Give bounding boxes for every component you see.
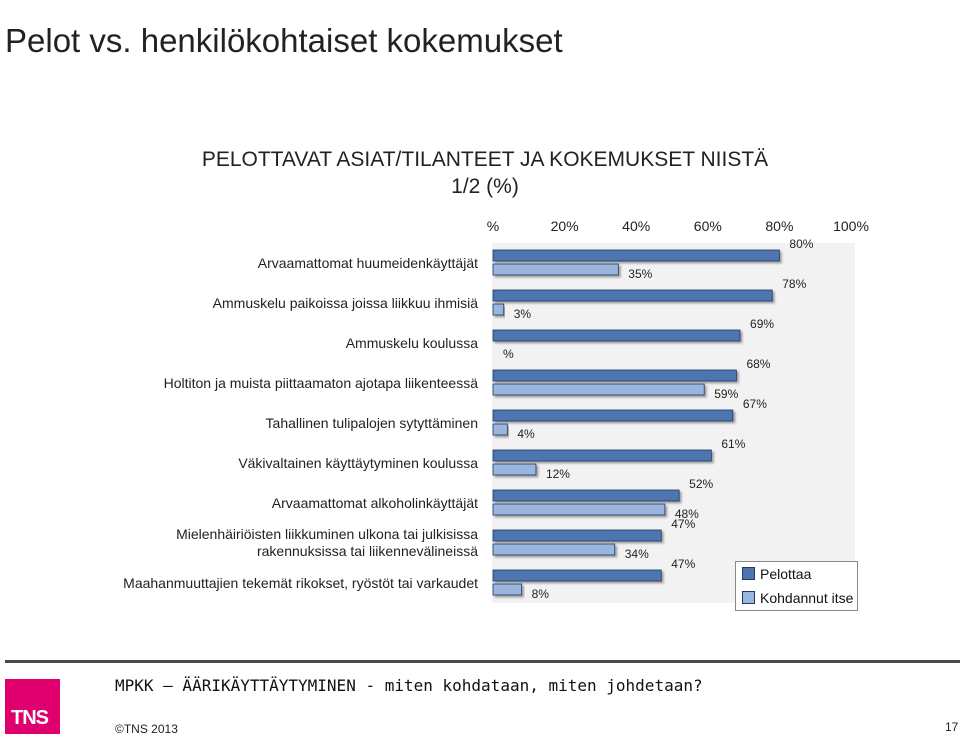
data-label-kohdannut-itse: 3% (513, 307, 532, 321)
legend: Pelottaa Kohdannut itse (735, 561, 858, 611)
data-label-kohdannut-itse: 12% (545, 467, 570, 481)
category-label-line: Maahanmuuttajien tekemät rikokset, ryöst… (123, 574, 478, 591)
data-label-kohdannut-itse: 48% (674, 507, 699, 521)
x-tick-label: 100% (833, 218, 869, 234)
bar-pelottaa (492, 329, 741, 342)
category-label-line: Tahallinen tulipalojen sytyttäminen (265, 414, 478, 431)
category-label: Ammuskelu paikoissa joissa liikkuu ihmis… (58, 295, 478, 312)
data-label-kohdannut-itse: 59% (714, 387, 739, 401)
data-label-kohdannut-itse: 8% (531, 587, 549, 601)
category-label: Holtiton ja muista piittaamaton ajotapa … (58, 375, 478, 392)
legend-item-pelottaa: Pelottaa (742, 566, 811, 582)
category-label-line: Ammuskelu paikoissa joissa liikkuu ihmis… (212, 294, 478, 311)
bar-kohdannut-itse (492, 503, 666, 516)
bar-pelottaa (492, 569, 662, 582)
logo-text: TNS (11, 707, 49, 729)
category-label-line: Mielenhäiriöisten liikkuminen ulkona tai… (176, 526, 478, 542)
bar-pelottaa (492, 529, 662, 542)
category-label: Mielenhäiriöisten liikkuminen ulkona tai… (58, 526, 478, 560)
legend-swatch-pelottaa (742, 567, 755, 580)
category-label: Arvaamattomat alkoholinkäyttäjät (58, 495, 478, 512)
tns-logo: TNS (5, 679, 60, 734)
chart-title-line-1: PELOTTAVAT ASIAT/TILANTEET JA KOKEMUKSET… (201, 148, 769, 171)
x-tick-label: 40% (622, 218, 651, 234)
x-tick-label: % (486, 218, 500, 234)
category-label-line: Holtiton ja muista piittaamaton ajotapa … (163, 374, 478, 391)
copyright: ©TNS 2013 (115, 722, 178, 736)
data-label-kohdannut-itse: 4% (517, 427, 535, 441)
category-label-line: Arvaamattomat alkoholinkäyttäjät (271, 494, 478, 511)
bar-pelottaa (492, 449, 712, 462)
category-label-line: Arvaamattomat huumeidenkäyttäjät (257, 254, 478, 271)
legend-label-pelottaa: Pelottaa (760, 566, 812, 582)
category-label: Väkivaltainen käyttäytyminen koulussa (58, 455, 478, 472)
bar-kohdannut-itse (492, 543, 616, 556)
chart-title-line-2: 1/2 (%) (451, 175, 519, 198)
bar-kohdannut-itse (492, 463, 537, 476)
bar-kohdannut-itse (492, 583, 523, 596)
data-label-pelottaa: 52% (689, 477, 714, 491)
data-label-pelottaa: 80% (789, 237, 814, 251)
category-label: Arvaamattomat huumeidenkäyttäjät (58, 255, 478, 272)
x-tick-label: 80% (765, 218, 794, 234)
footer-divider (5, 660, 960, 663)
bar-kohdannut-itse (492, 383, 705, 396)
bar-kohdannut-itse (492, 303, 505, 316)
data-label-pelottaa: 67% (742, 397, 767, 411)
page-number: 17 (945, 720, 959, 734)
data-label-pelottaa: 78% (782, 277, 807, 291)
x-tick-label: 60% (693, 218, 722, 234)
legend-label-kohdannut-itse: Kohdannut itse (760, 590, 854, 606)
bar-pelottaa (492, 289, 773, 302)
category-label-line: Ammuskelu koulussa (345, 334, 478, 351)
category-label: Ammuskelu koulussa (58, 335, 478, 352)
data-label-kohdannut-itse: 35% (628, 267, 653, 281)
data-label-pelottaa: 47% (671, 557, 696, 571)
bar-pelottaa (492, 249, 780, 262)
bar-pelottaa (492, 489, 680, 502)
chart-title: PELOTTAVAT ASIAT/TILANTEET JA KOKEMUKSET… (130, 146, 840, 200)
plot-background (492, 243, 855, 603)
category-label-line: rakennuksissa tai liikennevälineissä (256, 543, 478, 559)
bar-kohdannut-itse (492, 263, 619, 276)
data-label-kohdannut-itse: 34% (624, 547, 649, 561)
data-label-pelottaa: 61% (721, 437, 746, 451)
data-label-pelottaa: 47% (671, 517, 696, 531)
data-label-kohdannut-itse: % (503, 347, 514, 361)
bar-pelottaa (492, 369, 737, 382)
footer-title: MPKK – ÄÄRIKÄYTTÄYTYMINEN - miten kohdat… (115, 676, 703, 695)
category-label: Maahanmuuttajien tekemät rikokset, ryöst… (58, 575, 478, 592)
x-tick-label: 20% (550, 218, 579, 234)
data-label-pelottaa: 69% (750, 317, 775, 331)
legend-swatch-kohdannut-itse (742, 591, 755, 604)
category-label-line: Väkivaltainen käyttäytyminen koulussa (238, 454, 478, 471)
legend-item-kohdannut-itse: Kohdannut itse (742, 590, 853, 606)
bar-kohdannut-itse (492, 423, 508, 436)
data-label-pelottaa: 68% (746, 357, 771, 371)
slide-title: Pelot vs. henkilökohtaiset kokemukset (5, 22, 563, 59)
category-label: Tahallinen tulipalojen sytyttäminen (58, 415, 478, 432)
bar-pelottaa (492, 409, 734, 422)
